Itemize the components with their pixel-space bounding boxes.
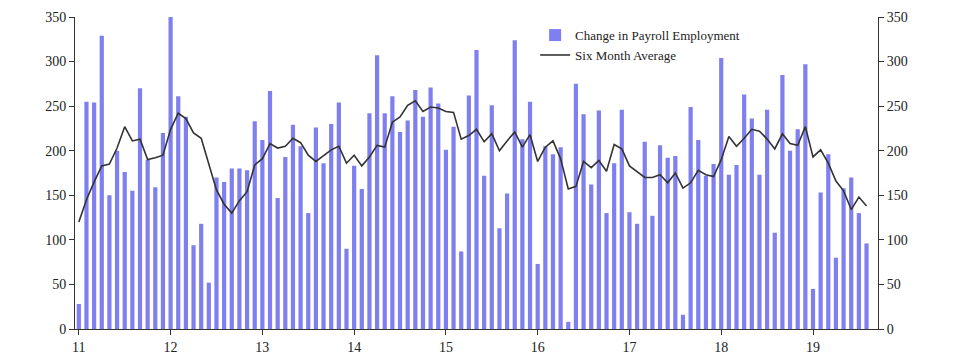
svg-text:50: 50 [887,277,901,292]
svg-text:15: 15 [439,340,453,355]
svg-text:50: 50 [52,277,66,292]
svg-text:16: 16 [531,340,545,355]
svg-text:18: 18 [714,340,728,355]
svg-text:200: 200 [887,144,908,159]
svg-text:300: 300 [887,54,908,69]
svg-text:100: 100 [887,233,908,248]
svg-text:14: 14 [347,340,361,355]
svg-text:13: 13 [255,340,269,355]
svg-text:0: 0 [59,322,66,337]
svg-text:200: 200 [45,144,66,159]
svg-text:11: 11 [72,340,85,355]
svg-text:0: 0 [887,322,894,337]
svg-text:250: 250 [45,99,66,114]
svg-text:17: 17 [622,340,636,355]
svg-text:150: 150 [887,188,908,203]
svg-text:150: 150 [45,188,66,203]
svg-text:Change in Payroll Employment: Change in Payroll Employment [575,28,740,43]
svg-text:100: 100 [45,233,66,248]
svg-text:Six Month Average: Six Month Average [575,48,676,63]
svg-text:12: 12 [164,340,178,355]
svg-text:350: 350 [887,10,908,25]
svg-text:300: 300 [45,54,66,69]
svg-text:350: 350 [45,10,66,25]
svg-text:19: 19 [806,340,820,355]
svg-text:250: 250 [887,99,908,114]
